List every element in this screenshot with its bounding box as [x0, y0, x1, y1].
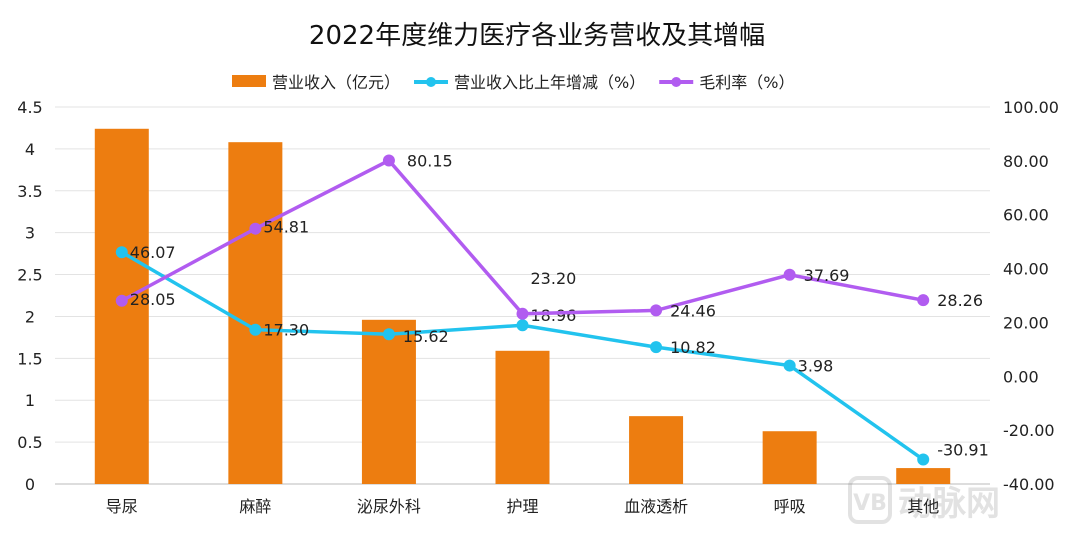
data-point: [382, 328, 395, 341]
bar: [495, 350, 550, 484]
x-tick-label: 其他: [907, 497, 939, 516]
data-point: [783, 359, 796, 372]
data-point: [249, 323, 262, 336]
data-label: 28.26: [937, 291, 983, 310]
data-point: [115, 246, 128, 259]
legend-label: 营业收入（亿元）: [272, 73, 400, 92]
data-label: 37.69: [804, 266, 850, 285]
legend-label: 毛利率（%）: [699, 73, 794, 92]
data-label: 23.20: [531, 269, 577, 288]
watermark-logo: VB 动脉网: [848, 476, 1000, 524]
data-point: [917, 294, 930, 307]
data-label: 54.81: [263, 218, 309, 237]
data-point: [382, 154, 395, 167]
x-tick-label: 护理: [506, 497, 538, 516]
data-label: 28.05: [130, 290, 176, 309]
data-label: 18.96: [531, 306, 577, 325]
data-point: [516, 319, 529, 332]
y-right-tick-label: 80.00: [1003, 152, 1049, 171]
legend: 营业收入（亿元） 营业收入比上年增减（%） 毛利率（%）: [232, 73, 794, 92]
y-left-tick-label: 0.5: [17, 433, 42, 452]
axes: 0 0.5 1 1.5 2 2.5 3 3.5 4 4.5 -40.00 -20.00 0.00 20.0…: [17, 98, 1059, 516]
data-label: 17.30: [263, 321, 309, 340]
y-right-tick-label: 20.00: [1003, 313, 1049, 332]
y-left-tick-label: 2.5: [17, 266, 42, 285]
x-tick-label: 血液透析: [624, 497, 688, 516]
y-left-tick-label: 4.5: [17, 98, 42, 117]
y-right-tick-label: 100.00: [1003, 98, 1059, 117]
bar: [896, 468, 951, 484]
legend-swatch-marker: [426, 77, 437, 87]
y-left-tick-label: 2: [25, 307, 35, 326]
y-right-tick-label: 60.00: [1003, 206, 1049, 225]
bars: [94, 128, 951, 485]
legend-swatch-bar: [232, 75, 266, 87]
y-left-tick-label: 0: [25, 475, 35, 494]
y-right-tick-label: -20.00: [1003, 421, 1055, 440]
data-point: [516, 307, 529, 320]
x-tick-label: 导尿: [106, 497, 138, 516]
y-left-tick-label: 3.5: [17, 182, 42, 201]
data-label: 3.98: [798, 357, 834, 376]
y-right-tick-label: -40.00: [1003, 475, 1055, 494]
data-point: [115, 294, 128, 307]
y-left-tick-label: 4: [25, 140, 35, 159]
y-left-tick-label: 1.5: [17, 349, 42, 368]
data-label: 15.62: [403, 327, 449, 346]
lines: 46.07 17.30 15.62 18.96 10.82 3.98 -30.91 28.05…: [115, 151, 989, 466]
y-left-tick-label: 1: [25, 391, 35, 410]
data-label: 10.82: [670, 338, 716, 357]
x-tick-label: 麻醉: [239, 497, 271, 516]
x-tick-label: 呼吸: [774, 497, 806, 516]
data-point: [650, 304, 663, 317]
y-left-tick-label: 3: [25, 224, 35, 243]
data-point: [917, 453, 930, 466]
data-point: [249, 222, 262, 235]
bar: [629, 416, 684, 484]
data-label: 46.07: [130, 243, 176, 262]
chart-title: 2022年度维力医疗各业务营收及其增幅: [309, 21, 765, 51]
watermark-text: 动脉网: [898, 484, 1000, 524]
svg-text:VB: VB: [853, 491, 887, 516]
data-point: [783, 268, 796, 281]
data-label: 80.15: [407, 151, 453, 170]
data-label: 24.46: [670, 301, 716, 320]
bar: [361, 319, 416, 484]
y-right-tick-label: 40.00: [1003, 260, 1049, 279]
x-tick-label: 泌尿外科: [357, 497, 421, 516]
bar: [762, 431, 817, 484]
y-right-tick-label: 0.00: [1003, 367, 1039, 386]
data-label: -30.91: [937, 441, 989, 460]
legend-swatch-marker: [671, 77, 682, 87]
bar: [228, 142, 283, 485]
data-point: [650, 341, 663, 354]
legend-label: 营业收入比上年增减（%）: [454, 73, 645, 92]
